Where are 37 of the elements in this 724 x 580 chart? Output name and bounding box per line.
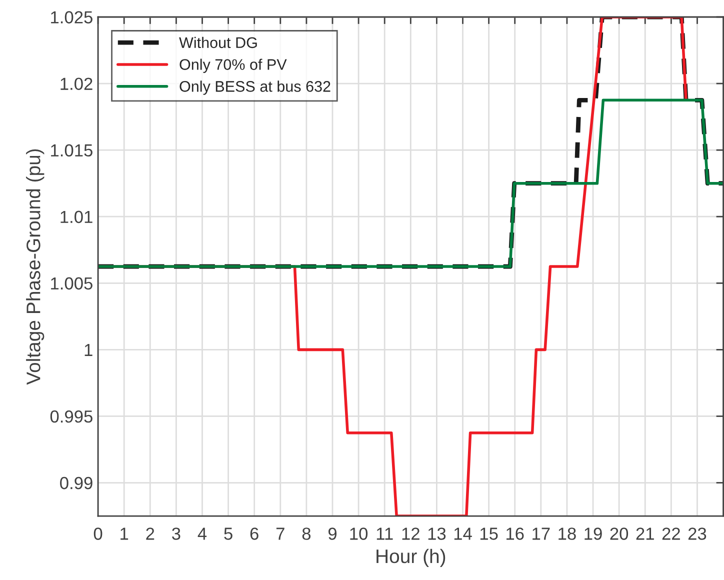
x-tick-label: 16: [506, 528, 524, 540]
x-axis-title: Hour (h): [376, 548, 446, 567]
y-tick-label: 0.995: [50, 410, 92, 423]
x-tick-label: 20: [610, 528, 628, 540]
legend-label: Without DG: [179, 36, 257, 48]
x-tick-label: 21: [636, 528, 654, 540]
y-tick-label: 1.02: [60, 78, 92, 90]
x-tick-label: 23: [688, 528, 706, 540]
x-tick-label: 19: [584, 528, 602, 540]
x-tick-label: 5: [224, 528, 232, 540]
legend-label: Only BESS at bus 632: [180, 80, 330, 95]
x-tick-label: 9: [328, 528, 336, 540]
x-tick-label: 4: [198, 528, 207, 540]
x-tick-label: 22: [662, 528, 680, 540]
legend-label: Only 70% of PV: [180, 58, 287, 73]
x-tick-label: 1: [120, 528, 128, 540]
y-tick-label: 1: [84, 344, 92, 356]
x-tick-label: 13: [428, 528, 446, 540]
x-tick-label: 15: [480, 528, 498, 540]
x-tick-label: 18: [558, 528, 576, 540]
y-tick-label: 1.025: [51, 11, 92, 24]
x-tick-label: 11: [376, 528, 393, 540]
x-tick-label: 8: [302, 528, 311, 540]
y-tick-label: 1.015: [51, 144, 92, 157]
x-tick-label: 10: [350, 528, 368, 540]
x-tick-label: 17: [532, 528, 550, 540]
x-tick-label: 0: [94, 528, 102, 540]
x-tick-label: 14: [454, 528, 472, 540]
y-tick-label: 0.99: [60, 476, 92, 490]
x-tick-label: 3: [172, 528, 180, 540]
y-tick-label: 1.01: [60, 210, 92, 224]
x-tick-label: 7: [276, 528, 284, 540]
y-axis-title: Voltage Phase-Ground (pu): [26, 149, 44, 385]
x-tick-label: 6: [250, 528, 258, 540]
x-tick-label: 2: [146, 528, 154, 540]
y-tick-label: 1.005: [51, 277, 92, 290]
x-tick-label: 12: [402, 528, 420, 540]
